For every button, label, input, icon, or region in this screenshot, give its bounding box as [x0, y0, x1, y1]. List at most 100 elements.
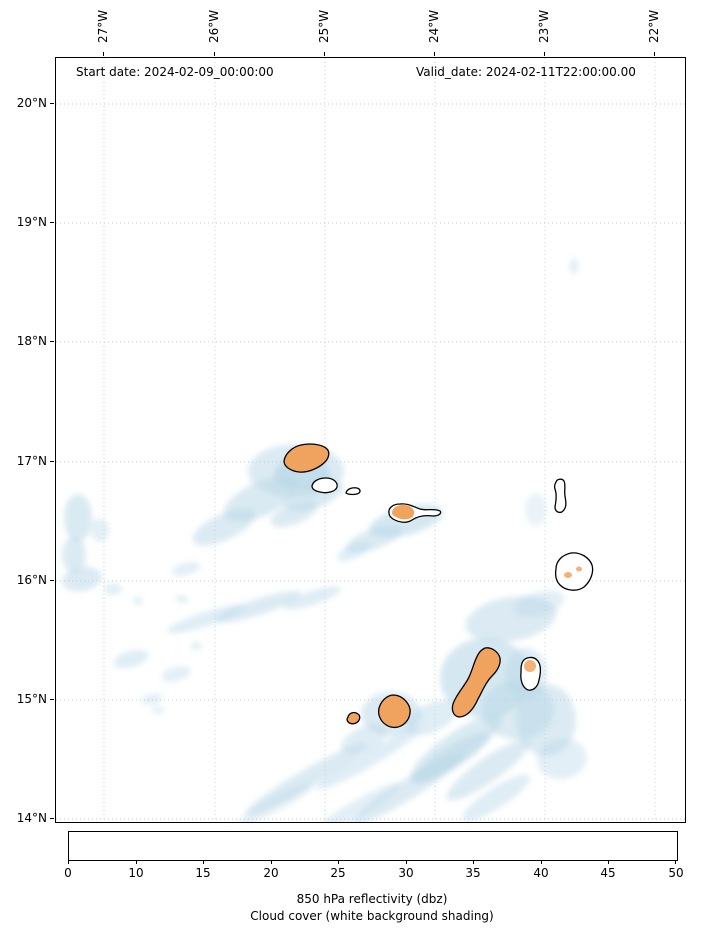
cloud-patch [104, 583, 122, 595]
cloud-patch [312, 783, 400, 822]
island-outline-1 [283, 443, 330, 473]
colorbar-tick-label: 30 [398, 866, 414, 880]
colorbar [68, 831, 678, 861]
y-tick-label: 19°N [16, 215, 47, 229]
cloud-patch [171, 562, 201, 576]
colorbar-tick-label: 25 [330, 866, 346, 880]
y-tickmark [50, 461, 54, 462]
y-tick-label: 18°N [16, 334, 47, 348]
y-tickmark [50, 341, 54, 342]
cloud-patch [315, 728, 421, 790]
x-tick-text: 23°W [537, 9, 551, 44]
cloud-patch [337, 541, 371, 561]
cloud-patch [270, 500, 318, 528]
y-tickmark [50, 222, 54, 223]
cloud-patch [141, 693, 163, 705]
cloud-patch [238, 783, 314, 822]
x-tick-label: 25°W [315, 3, 333, 50]
cloud-patch [113, 649, 149, 669]
island-outline-9 [378, 694, 411, 729]
cloud-patch [513, 590, 565, 618]
cloud-patch [516, 684, 576, 756]
y-tick-label: 20°N [16, 96, 47, 110]
colorbar-tick-label: 40 [533, 866, 549, 880]
y-tickmark [50, 699, 54, 700]
x-tick-label: 26°W [205, 3, 223, 50]
cloud-patch [151, 706, 165, 714]
colorbar-caption: 850 hPa reflectivity (dbz) Cloud cover (… [68, 891, 676, 925]
cloud-patch [411, 731, 491, 785]
y-tick-label: 16°N [16, 573, 47, 587]
cloud-patch [537, 738, 587, 780]
colorbar-label-line1: 850 hPa reflectivity (dbz) [296, 892, 448, 906]
x-tick-label: 23°W [535, 3, 553, 50]
colorbar-tickmark [608, 860, 609, 864]
island-outline-3 [345, 487, 361, 496]
x-tick-text: 24°W [427, 9, 441, 44]
colorbar-tickmark [136, 860, 137, 864]
island-fill-7 [524, 660, 536, 672]
island-outline-8 [451, 647, 501, 718]
x-tick-label: 22°W [645, 3, 663, 50]
x-tick-label: 24°W [425, 3, 443, 50]
colorbar-tick-label: 20 [263, 866, 279, 880]
cloud-patch [570, 258, 578, 274]
colorbar-tickmark [338, 860, 339, 864]
island-outline-2 [311, 477, 338, 494]
y-tick-label: 17°N [16, 454, 47, 468]
colorbar-tick-label: 10 [128, 866, 144, 880]
colorbar-tickmark [203, 860, 204, 864]
x-tickmark [544, 52, 545, 56]
x-tickmark [103, 52, 104, 56]
colorbar-tickmark [675, 860, 676, 864]
cloud-patch [215, 591, 301, 623]
y-tickmark [50, 818, 54, 819]
colorbar-gradient [69, 832, 677, 860]
colorbar-tick-label: 15 [195, 866, 211, 880]
cloud-patch [62, 566, 102, 592]
cloud-patch [62, 537, 86, 573]
colorbar-tick-label: 0 [64, 866, 72, 880]
cloud-patch [446, 739, 530, 801]
colorbar-tickmark [541, 860, 542, 864]
map-plot: Start date: 2024-02-09_00:00:00 Valid_da… [55, 57, 686, 823]
cloud-patch [404, 700, 458, 736]
cloud-patch [190, 642, 202, 650]
y-tickmark [50, 103, 54, 104]
x-tickmark [214, 52, 215, 56]
colorbar-tick-label: 35 [465, 866, 481, 880]
island-fill-6b [576, 566, 582, 572]
colorbar-tickmark [473, 860, 474, 864]
cloud-patch [176, 595, 188, 603]
cloud-patch [192, 508, 256, 546]
colorbar-tick-label: 45 [600, 866, 616, 880]
x-tick-text: 27°W [96, 9, 110, 44]
island-outline-6 [554, 552, 594, 591]
x-tick-text: 26°W [207, 9, 221, 44]
colorbar-tickmark [68, 860, 69, 864]
colorbar-label-line2: Cloud cover (white background shading) [250, 909, 494, 923]
map-svg [56, 58, 685, 822]
colorbar-tickmark [406, 860, 407, 864]
cloud-patch [161, 666, 191, 682]
island-fill-6a [564, 572, 572, 578]
colorbar-tick-label: 50 [668, 866, 684, 880]
cloud-patch [64, 494, 92, 542]
x-tick-label: 27°W [94, 3, 112, 50]
island-outline-5 [553, 478, 567, 514]
island-outline-10 [346, 711, 361, 725]
colorbar-tickmark [271, 860, 272, 864]
cloud-patch [91, 518, 109, 542]
cloud-patch [133, 597, 143, 605]
x-tickmark [654, 52, 655, 56]
y-tick-label: 15°N [16, 692, 47, 706]
y-tick-label: 14°N [16, 811, 47, 825]
island-fill-4 [392, 505, 415, 520]
cloud-patch [525, 494, 547, 526]
y-tickmark [50, 580, 54, 581]
islands-layer [283, 443, 594, 729]
x-tick-text: 25°W [317, 9, 331, 44]
start-date-annotation: Start date: 2024-02-09_00:00:00 [76, 65, 274, 79]
x-tickmark [434, 52, 435, 56]
